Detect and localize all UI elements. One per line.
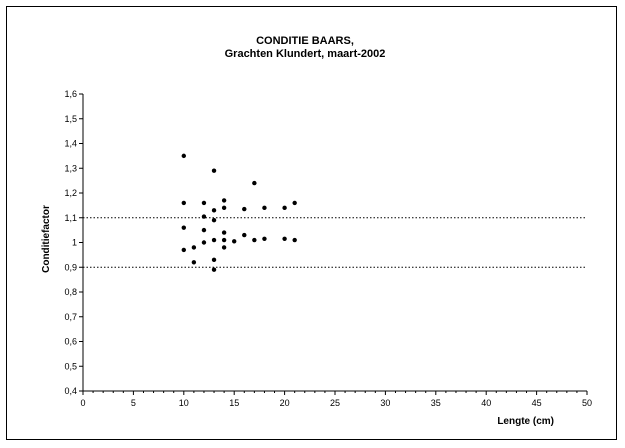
chart-title: CONDITIE BAARS, <box>256 35 354 47</box>
data-point <box>232 239 237 244</box>
y-tick-label: 1,3 <box>64 163 77 173</box>
x-tick-label: 45 <box>532 398 542 408</box>
data-point <box>262 205 267 211</box>
x-tick-label: 10 <box>179 398 189 408</box>
data-point <box>181 225 186 230</box>
data-point <box>211 237 217 243</box>
reference-lines <box>83 217 587 268</box>
data-point <box>221 230 227 235</box>
x-tick-label: 40 <box>481 398 491 408</box>
y-tick-label: 1 <box>72 238 77 248</box>
data-point <box>211 267 217 272</box>
y-axis-label: Conditiefactor <box>41 205 52 273</box>
x-tick-label: 15 <box>229 398 239 408</box>
y-tick-label: 0,4 <box>64 386 77 396</box>
x-tick-label: 0 <box>80 398 85 408</box>
chart-subtitle: Grachten Klundert, maart-2002 <box>225 48 386 60</box>
data-point <box>211 257 217 263</box>
data-point <box>201 200 207 206</box>
data-point <box>211 168 217 173</box>
data-point <box>181 153 186 159</box>
data-point <box>211 208 217 213</box>
y-axis: 0,4 0,5 0,6 0,7 0,8 0,9 1 1,1 1,2 1,3 1,4 1,5 1,6 <box>64 89 84 396</box>
x-tick-label: 25 <box>330 398 340 408</box>
y-tick-label: 0,5 <box>64 361 77 371</box>
data-point <box>252 180 257 186</box>
data-point <box>252 237 257 243</box>
chart-frame: CONDITIE BAARS, Grachten Klundert, maart… <box>6 6 617 440</box>
data-points <box>181 153 297 272</box>
x-tick-label: 20 <box>280 398 290 408</box>
x-tick-label: 35 <box>431 398 441 408</box>
y-tick-label: 1,4 <box>64 139 77 149</box>
y-tick-label: 1,6 <box>64 89 77 99</box>
y-tick-label: 0,7 <box>64 312 77 322</box>
scatter-chart: CONDITIE BAARS, Grachten Klundert, maart… <box>41 35 592 427</box>
data-point <box>262 236 267 241</box>
data-point <box>201 214 207 219</box>
data-point <box>221 205 227 211</box>
data-point <box>191 260 197 265</box>
data-point <box>292 237 297 243</box>
data-point <box>221 245 227 250</box>
data-point <box>282 236 287 241</box>
y-tick-label: 0,8 <box>64 287 77 297</box>
y-tick-label: 0,9 <box>64 262 77 272</box>
x-tick-label: 5 <box>131 398 136 408</box>
y-tick-label: 1,5 <box>64 114 77 124</box>
data-point <box>221 198 227 203</box>
data-point <box>221 237 227 243</box>
x-tick-label: 50 <box>582 398 592 408</box>
y-tick-label: 1,2 <box>64 188 77 198</box>
data-point <box>181 200 186 206</box>
data-point <box>282 205 287 211</box>
data-point <box>242 206 247 212</box>
data-point <box>201 227 207 233</box>
data-point <box>181 247 186 253</box>
x-axis-label: Lengte (cm) <box>497 416 554 427</box>
data-point <box>201 240 207 245</box>
data-point <box>191 245 197 250</box>
x-tick-label: 30 <box>380 398 390 408</box>
data-point <box>211 218 217 223</box>
x-axis: 0 5 10 15 20 25 30 35 40 45 50 <box>80 390 592 408</box>
y-tick-label: 0,6 <box>64 337 77 347</box>
data-point <box>242 232 247 238</box>
data-point <box>292 200 297 206</box>
y-tick-label: 1,1 <box>64 213 77 223</box>
